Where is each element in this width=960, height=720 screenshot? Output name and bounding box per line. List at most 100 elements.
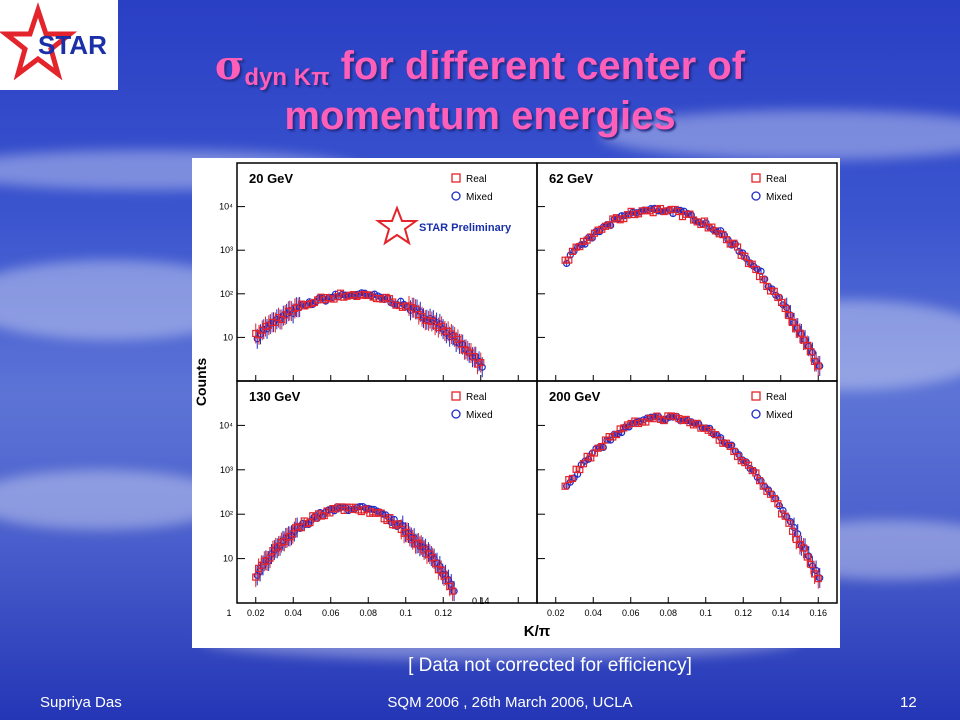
real-point xyxy=(781,304,789,313)
real-point xyxy=(579,237,588,246)
mixed-point xyxy=(786,517,795,526)
real-point xyxy=(759,482,767,490)
real-point xyxy=(748,466,756,475)
x-tick-label-extra: 0.14 xyxy=(472,596,490,606)
kpi-distribution-chart: Counts K/π 10 10² 10³ 10⁴ 20 GeV Real Mixed 62 Ge… xyxy=(193,162,838,640)
x-tick-label: 0.16 xyxy=(809,608,827,618)
slide-title: σdyn Kπ for different center of momentum… xyxy=(140,42,820,139)
panel-label: 130 GeV xyxy=(249,389,301,404)
real-point xyxy=(777,298,786,307)
real-point xyxy=(770,494,778,503)
legend-real-label: Real xyxy=(766,392,787,403)
real-point xyxy=(774,293,782,302)
real-point xyxy=(733,452,742,461)
mixed-point xyxy=(574,470,582,478)
real-point xyxy=(565,256,573,264)
real-point xyxy=(579,460,588,468)
real-point xyxy=(609,433,617,441)
real-point xyxy=(730,447,738,456)
real-point xyxy=(583,452,591,460)
panel-frame xyxy=(536,380,838,604)
real-point xyxy=(803,553,811,561)
panel-label: 62 GeV xyxy=(549,171,593,186)
real-point xyxy=(792,324,800,332)
footer-author: Supriya Das xyxy=(40,694,122,711)
mixed-point xyxy=(742,254,750,263)
legend-mixed-label: Mixed xyxy=(466,192,493,203)
real-point xyxy=(675,207,683,216)
real-point xyxy=(814,362,822,370)
mixed-point xyxy=(687,211,695,219)
real-point xyxy=(792,535,800,544)
mixed-point xyxy=(805,552,813,560)
real-point xyxy=(730,239,738,247)
title-line-2: momentum energies xyxy=(284,94,676,138)
mixed-point xyxy=(478,363,486,371)
real-point xyxy=(697,424,705,432)
real-point xyxy=(737,251,745,259)
x-tick-label: 1 xyxy=(226,608,231,618)
real-point xyxy=(609,215,617,223)
mixed-point xyxy=(808,348,817,357)
real-point xyxy=(601,222,610,230)
mixed-point xyxy=(577,461,585,469)
mixed-point xyxy=(691,217,699,225)
y-tick-label: 10 xyxy=(223,332,233,342)
panel-label: 20 GeV xyxy=(249,171,293,186)
real-point xyxy=(796,329,804,337)
x-tick-label: 0.06 xyxy=(622,608,640,618)
real-point xyxy=(638,207,646,215)
real-point xyxy=(568,247,577,255)
real-point xyxy=(678,416,687,425)
mixed-point xyxy=(764,486,772,494)
real-point xyxy=(744,259,753,268)
mixed-point xyxy=(599,443,607,452)
x-tick-label: 0.02 xyxy=(547,608,565,618)
real-point xyxy=(722,236,731,244)
efficiency-note: [ Data not corrected for efficiency] xyxy=(408,655,692,676)
real-point xyxy=(616,216,624,224)
mixed-point xyxy=(684,416,692,425)
real-point xyxy=(660,416,668,425)
real-point xyxy=(620,214,628,223)
real-point xyxy=(810,357,819,365)
legend-real-marker xyxy=(751,173,761,183)
legend-real-marker xyxy=(451,173,461,183)
real-point xyxy=(785,311,793,320)
legend-mixed-marker xyxy=(451,191,461,201)
real-point xyxy=(755,477,764,485)
real-point xyxy=(594,226,602,234)
real-point xyxy=(726,442,734,450)
y-axis-label: Counts xyxy=(193,358,209,406)
title-sigma: σ xyxy=(214,42,245,89)
legend-mixed-label: Mixed xyxy=(766,410,793,421)
real-point xyxy=(810,570,819,578)
real-point xyxy=(785,519,793,527)
y-tick-label: 10² xyxy=(220,289,233,299)
real-point xyxy=(682,210,690,218)
real-point xyxy=(656,415,665,423)
mixed-point xyxy=(684,209,692,218)
title-line-1-rest: for different center of xyxy=(329,44,746,88)
x-tick-label: 0.08 xyxy=(359,608,377,618)
mixed-point xyxy=(706,424,714,432)
footer-page-number: 12 xyxy=(900,694,917,711)
mixed-point xyxy=(614,430,622,438)
real-point xyxy=(689,421,698,429)
real-point xyxy=(671,205,679,214)
real-point xyxy=(711,431,720,439)
mixed-point xyxy=(702,219,710,227)
real-point xyxy=(759,276,767,284)
x-tick-label: 0.04 xyxy=(284,608,302,618)
real-point xyxy=(590,449,599,457)
star-logo: STAR xyxy=(0,0,118,90)
y-tick-label: 10⁴ xyxy=(219,420,233,430)
real-point xyxy=(667,205,676,214)
y-tick-label: 10³ xyxy=(220,465,233,475)
real-point xyxy=(594,444,602,452)
mixed-point xyxy=(775,502,783,510)
real-point xyxy=(587,233,595,241)
star-preliminary-icon xyxy=(374,205,420,246)
real-point xyxy=(638,418,646,426)
legend-real-label: Real xyxy=(766,174,787,185)
